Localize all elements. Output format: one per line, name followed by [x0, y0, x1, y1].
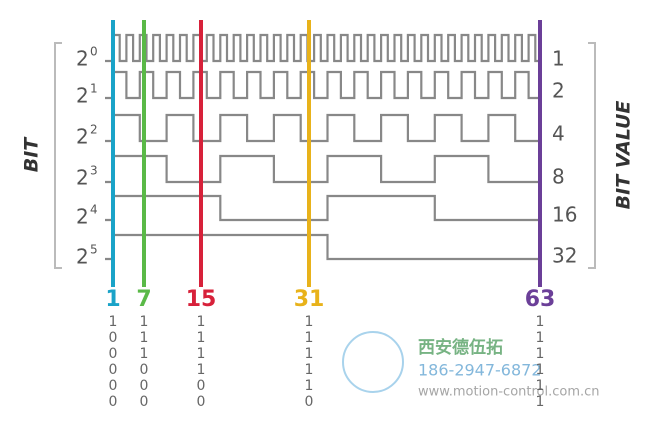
bit-exponent: 5	[90, 243, 98, 257]
bit-value: 32	[552, 244, 577, 268]
bit-digit: 0	[109, 362, 118, 378]
bit-digit: 1	[140, 330, 149, 346]
bit-base: 2	[76, 166, 89, 190]
marker-label: 31	[294, 287, 325, 312]
bit-digit: 1	[305, 378, 314, 394]
bit-exponent: 3	[90, 164, 98, 178]
square-wave	[105, 70, 542, 100]
square-wave	[105, 113, 542, 143]
bit-digit: 0	[140, 394, 149, 410]
bit-digit: 0	[197, 394, 206, 410]
bit-digit: 1	[197, 314, 206, 330]
bit-digit: 1	[197, 330, 206, 346]
bit-digit: 1	[140, 314, 149, 330]
watermark: 西安德伍拓 186-2947-6872 www.motion-control.c…	[342, 331, 600, 400]
square-wave	[105, 33, 542, 63]
bit-value: 16	[552, 203, 577, 227]
bit-digit: 1	[536, 362, 545, 378]
bit-digit: 1	[197, 362, 206, 378]
right-label: BIT VALUE	[613, 101, 635, 210]
bit-base: 2	[76, 47, 89, 71]
bit-digit: 1	[109, 314, 118, 330]
bit-digit: 0	[109, 330, 118, 346]
bit-exponent: 2	[90, 123, 98, 137]
bit-digit: 0	[197, 378, 206, 394]
square-wave	[105, 233, 542, 261]
square-wave	[105, 154, 542, 184]
bit-digit: 1	[197, 346, 206, 362]
bit-digit: 0	[305, 394, 314, 410]
bit-value: 2	[552, 79, 565, 103]
bit-exponent: 1	[90, 82, 98, 96]
bit-digit: 0	[140, 378, 149, 394]
right-bracket	[588, 42, 596, 269]
marker-label: 7	[136, 287, 151, 312]
bit-digit: 1	[305, 362, 314, 378]
bit-digit: 1	[536, 378, 545, 394]
watermark-logo	[342, 331, 404, 393]
brackets	[54, 42, 596, 269]
bit-base: 2	[76, 205, 89, 229]
bit-digit: 1	[536, 314, 545, 330]
bit-digit: 1	[536, 330, 545, 346]
marker-label: 63	[525, 287, 556, 312]
watermark-phone: 186-2947-6872	[418, 361, 542, 380]
bit-base: 2	[76, 84, 89, 108]
bit-digit: 0	[109, 346, 118, 362]
left-bracket	[54, 42, 62, 269]
bit-digit: 1	[305, 346, 314, 362]
bit-value: 4	[552, 122, 565, 146]
bit-digit: 1	[536, 346, 545, 362]
marker-label: 1	[105, 287, 120, 312]
watermark-url: www.motion-control.com.cn	[418, 385, 600, 400]
bit-digit: 0	[109, 378, 118, 394]
bit-digit: 0	[140, 362, 149, 378]
marker-label: 15	[186, 287, 217, 312]
bit-digit: 1	[305, 314, 314, 330]
bit-digit: 1	[305, 330, 314, 346]
bit-digit: 1	[140, 346, 149, 362]
bit-digit: 0	[109, 394, 118, 410]
bit-base: 2	[76, 245, 89, 269]
bit-exponent: 0	[90, 45, 98, 59]
bit-exponent: 4	[90, 203, 98, 217]
left-label: BIT	[21, 136, 43, 173]
bit-value: 1	[552, 47, 565, 71]
square-wave	[105, 194, 542, 222]
bit-value: 8	[552, 165, 565, 189]
bit-base: 2	[76, 125, 89, 149]
watermark-name: 西安德伍拓	[418, 337, 503, 358]
bit-digit: 1	[536, 394, 545, 410]
